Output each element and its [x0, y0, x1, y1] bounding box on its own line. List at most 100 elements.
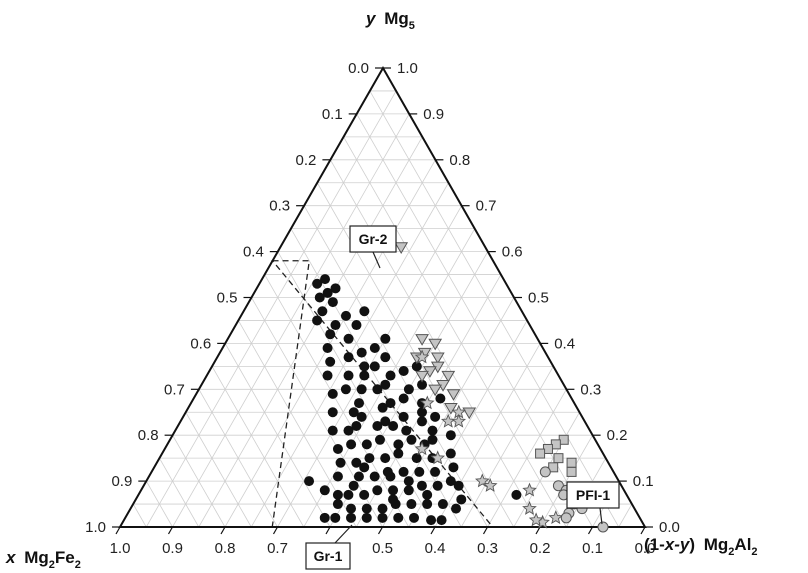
tick-mark-bottom	[115, 526, 121, 535]
tick-label-right: 0.3	[580, 381, 601, 398]
tick-label-left: 0.3	[269, 198, 290, 215]
data-point-black-circle	[393, 512, 404, 523]
data-point-black-circle	[330, 512, 341, 523]
tick-label-left: 0.2	[296, 152, 317, 169]
tick-mark-bottom	[377, 526, 384, 535]
data-point-black-circle	[320, 274, 331, 285]
data-point-black-circle	[398, 466, 409, 477]
data-point-black-circle	[343, 489, 354, 500]
grid-line	[145, 90, 397, 528]
data-point-black-circle	[312, 315, 323, 326]
data-point-gray-triangle	[428, 384, 443, 397]
data-point-black-circle	[409, 512, 420, 523]
tick-label-left: 0.1	[322, 106, 343, 123]
data-point-black-circle	[411, 361, 422, 372]
tick-label-bottom: 0.9	[162, 540, 183, 557]
data-point-black-circle	[319, 512, 330, 523]
data-point-black-circle	[403, 485, 414, 496]
data-point-black-circle	[343, 425, 354, 436]
tick-label-left: 0.4	[243, 244, 264, 261]
data-point-black-circle	[398, 393, 409, 404]
data-point-gray-square	[535, 448, 546, 459]
data-point-black-circle	[432, 480, 443, 491]
data-point-black-circle	[332, 443, 343, 454]
data-point-black-circle	[351, 457, 362, 468]
annotation-gr-2: Gr-2	[349, 225, 397, 269]
annotations: Gr-2 Gr-1 PFI-1	[305, 225, 620, 570]
data-point-gray-square	[553, 453, 564, 464]
data-point-black-circle	[422, 489, 433, 500]
data-point-black-circle	[377, 512, 388, 523]
data-point-black-circle	[327, 425, 338, 436]
tick-labels: 0.0 1.0 0.0 0.1 0.9 0.1 0.2 0.8 0.2 0.3 0.7 0.3 0.4 0…	[85, 60, 680, 557]
data-point-black-circle	[372, 421, 383, 432]
tick-label-left: 1.0	[85, 519, 106, 536]
tick-label-right: 0.4	[554, 335, 575, 352]
tick-label-right: 0.1	[633, 473, 654, 490]
annotation-gr-2-box	[349, 225, 397, 253]
data-point-black-circle	[353, 471, 364, 482]
data-point-black-circle	[416, 480, 427, 491]
data-point-gray-triangle	[415, 370, 429, 383]
data-point-black-circle	[430, 411, 441, 422]
data-point-black-circle	[356, 411, 367, 422]
data-point-black-circle	[354, 398, 365, 409]
data-point-black-circle	[304, 476, 315, 487]
data-point-gray-triangle	[446, 389, 461, 401]
data-point-black-circle	[380, 416, 391, 427]
top-axis-title: y Mg5	[365, 9, 415, 32]
grid-line	[198, 136, 423, 528]
grid-line	[434, 343, 541, 528]
data-point-gray-circle	[539, 466, 551, 478]
data-point-black-circle	[312, 278, 323, 289]
tick-label-right: 0.5	[528, 290, 549, 307]
data-point-black-circle	[406, 434, 417, 445]
data-point-black-circle	[445, 476, 456, 487]
right-axis-title: (1-x-y) Mg2Al2	[644, 535, 758, 558]
data-point-black-circle	[327, 407, 338, 418]
tick-label-right: 0.6	[502, 244, 523, 261]
data-point-black-circle	[359, 306, 370, 317]
data-point-black-circle	[359, 462, 370, 473]
data-point-black-circle	[380, 352, 391, 363]
data-point-black-circle	[364, 453, 375, 464]
annotation-pfi-1: PFI-1	[566, 481, 620, 525]
data-point-gray-triangle	[441, 370, 456, 383]
data-point-gray-star	[414, 441, 430, 456]
annotation-gr-1-text: Gr-1	[314, 548, 343, 564]
annotation-gr-1: Gr-1	[305, 524, 353, 570]
data-point-gray-star	[451, 413, 467, 428]
data-point-black-circle	[451, 503, 462, 514]
tick-label-right: 1.0	[397, 60, 418, 77]
grid-line	[198, 389, 278, 528]
data-point-black-circle	[343, 370, 354, 381]
data-point-black-circle	[359, 370, 370, 381]
data-point-gray-star	[440, 413, 456, 428]
data-point-black-circle	[369, 361, 380, 372]
grid-line	[264, 274, 410, 528]
data-point-black-circle	[327, 297, 338, 308]
data-point-black-circle	[377, 503, 388, 514]
data-point-black-circle	[448, 462, 459, 473]
grid-line	[618, 503, 633, 528]
data-point-black-circle	[398, 365, 409, 376]
data-point-black-circle	[317, 306, 328, 317]
data-point-black-circle	[356, 347, 367, 358]
data-point-gray-triangle	[462, 407, 477, 420]
tick-label-right: 0.2	[607, 427, 628, 444]
data-point-black-circle	[369, 342, 380, 353]
annotation-pfi-1-box	[566, 481, 620, 509]
tick-mark-bottom	[220, 526, 226, 535]
data-point-black-circle	[385, 398, 396, 409]
tick-label-left: 0.7	[164, 381, 185, 398]
data-point-black-circle	[346, 439, 357, 450]
data-point-black-circle	[388, 421, 399, 432]
data-point-black-circle	[435, 393, 446, 404]
tick-label-bottom: 0.3	[477, 540, 498, 557]
tick-label-left: 0.9	[111, 473, 132, 490]
tick-mark-bottom	[482, 526, 489, 535]
grid-line	[185, 412, 252, 528]
annotation-pfi-1-leader	[599, 507, 603, 525]
data-point-black-circle	[322, 287, 333, 298]
data-point-black-circle	[393, 448, 404, 459]
